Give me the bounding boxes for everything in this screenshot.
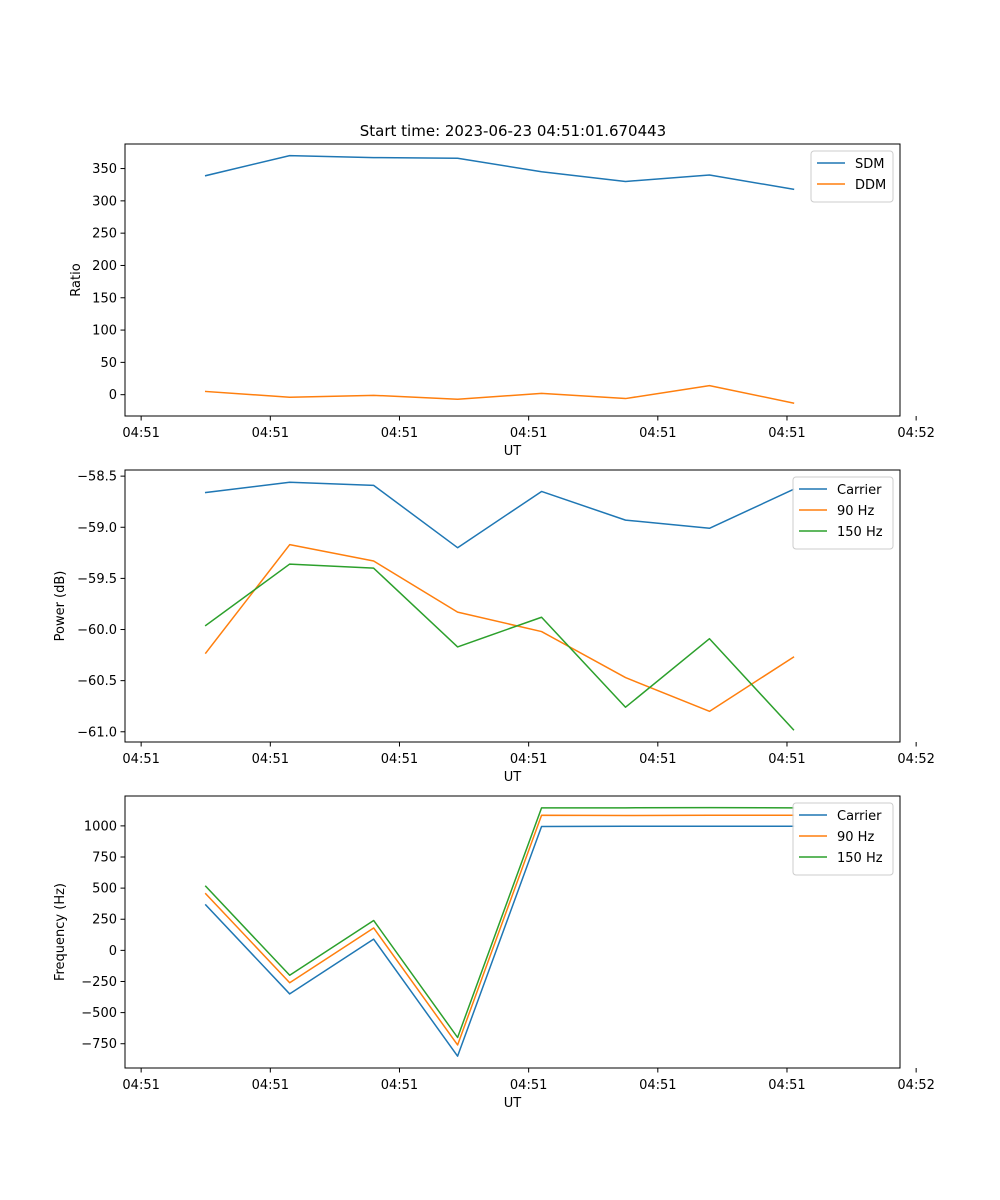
series-line-90-hz (204, 814, 795, 1046)
x-tick-label: 04:52 (897, 1078, 934, 1093)
x-tick-label: 04:51 (381, 1078, 418, 1093)
y-tick-label: 350 (92, 162, 117, 177)
y-axis-label: Ratio (69, 263, 84, 296)
y-axis-label: Power (dB) (53, 571, 68, 642)
y-tick-label: −60.5 (77, 674, 117, 689)
charts-container: 04:51 04:51 04:51 04:51 04:51 04:51 04:52 0 50 10… (53, 143, 935, 1111)
y-tick-label: 0 (109, 388, 117, 403)
series-lines (204, 481, 795, 731)
x-tick-label: 04:51 (639, 1078, 676, 1093)
x-tick-label: 04:51 (252, 752, 289, 767)
y-axis-label: Frequency (Hz) (53, 883, 68, 981)
y-tick-label: 300 (92, 194, 117, 209)
series-line-carrier (204, 825, 795, 1057)
y-tick-label: 1000 (84, 819, 117, 834)
y-tick-label: 150 (92, 291, 117, 306)
x-tick-label: 04:51 (122, 426, 159, 441)
x-tick-label: 04:51 (381, 426, 418, 441)
y-tick-label: 250 (92, 227, 117, 242)
x-tick-label: 04:51 (381, 752, 418, 767)
plot-frame (124, 469, 901, 743)
figure-title: Start time: 2023-06-23 04:51:01.670443 (360, 122, 666, 140)
y-tick-label: −61.0 (77, 725, 117, 740)
series-line-150-hz (204, 806, 795, 1039)
y-tick-label: 100 (92, 324, 117, 339)
y-tick-label: −58.5 (77, 470, 117, 485)
series-line-sdm (204, 154, 795, 191)
x-tick-label: 04:51 (510, 752, 547, 767)
y-tick-label: −250 (81, 975, 117, 990)
series-lines (204, 806, 795, 1057)
legend-entry-label: 90 Hz (837, 830, 874, 845)
y-tick-label: 250 (92, 913, 117, 928)
y-tick-label: 500 (92, 882, 117, 897)
y-tick-label: 50 (100, 356, 117, 371)
y-tick-label: −59.0 (77, 521, 117, 536)
x-tick-label: 04:51 (768, 426, 805, 441)
y-tick-label: 750 (92, 850, 117, 865)
x-tick-label: 04:51 (122, 1078, 159, 1093)
chart-panel-3: 04:51 04:51 04:51 04:51 04:51 04:51 04:52 −750 −… (53, 795, 935, 1111)
chart-panel-2: 04:51 04:51 04:51 04:51 04:51 04:51 04:52 −61.0… (53, 469, 935, 785)
x-tick-label: 04:52 (897, 426, 934, 441)
plot-frame (124, 143, 901, 417)
legend-entry-label: 150 Hz (837, 525, 883, 540)
x-tick-label: 04:51 (639, 426, 676, 441)
series-lines (204, 154, 795, 404)
x-tick-label: 04:51 (122, 752, 159, 767)
x-tick-label: 04:51 (639, 752, 676, 767)
legend: Carrier 90 Hz 150 Hz (792, 802, 894, 876)
x-tick-label: 04:52 (897, 752, 934, 767)
x-tick-label: 04:51 (252, 1078, 289, 1093)
x-tick-label: 04:51 (252, 426, 289, 441)
x-axis-label: UT (504, 770, 522, 785)
series-line-150-hz (204, 563, 795, 731)
y-tick-label: −60.0 (77, 623, 117, 638)
series-line-90-hz (204, 543, 795, 713)
legend-entry-label: Carrier (837, 483, 882, 498)
legend: Carrier 90 Hz 150 Hz (792, 476, 894, 550)
legend-entry-label: SDM (855, 157, 884, 172)
legend-entry-label: Carrier (837, 809, 882, 824)
y-tick-label: 0 (109, 944, 117, 959)
y-tick-label: −750 (81, 1037, 117, 1052)
x-tick-label: 04:51 (768, 1078, 805, 1093)
x-tick-label: 04:51 (510, 426, 547, 441)
x-axis-label: UT (504, 1096, 522, 1111)
x-tick-label: 04:51 (768, 752, 805, 767)
y-tick-label: −500 (81, 1006, 117, 1021)
legend: SDM DDM (810, 150, 894, 203)
series-line-ddm (204, 384, 795, 404)
legend-entry-label: 90 Hz (837, 504, 874, 519)
x-tick-label: 04:51 (510, 1078, 547, 1093)
series-line-carrier (204, 481, 795, 549)
y-tick-label: −59.5 (77, 572, 117, 587)
legend-entry-label: DDM (855, 178, 886, 193)
chart-panel-1: 04:51 04:51 04:51 04:51 04:51 04:51 04:52 0 50 10… (69, 143, 935, 459)
y-tick-label: 200 (92, 259, 117, 274)
x-axis-label: UT (504, 444, 522, 459)
plot-frame (124, 795, 901, 1069)
legend-entry-label: 150 Hz (837, 851, 883, 866)
